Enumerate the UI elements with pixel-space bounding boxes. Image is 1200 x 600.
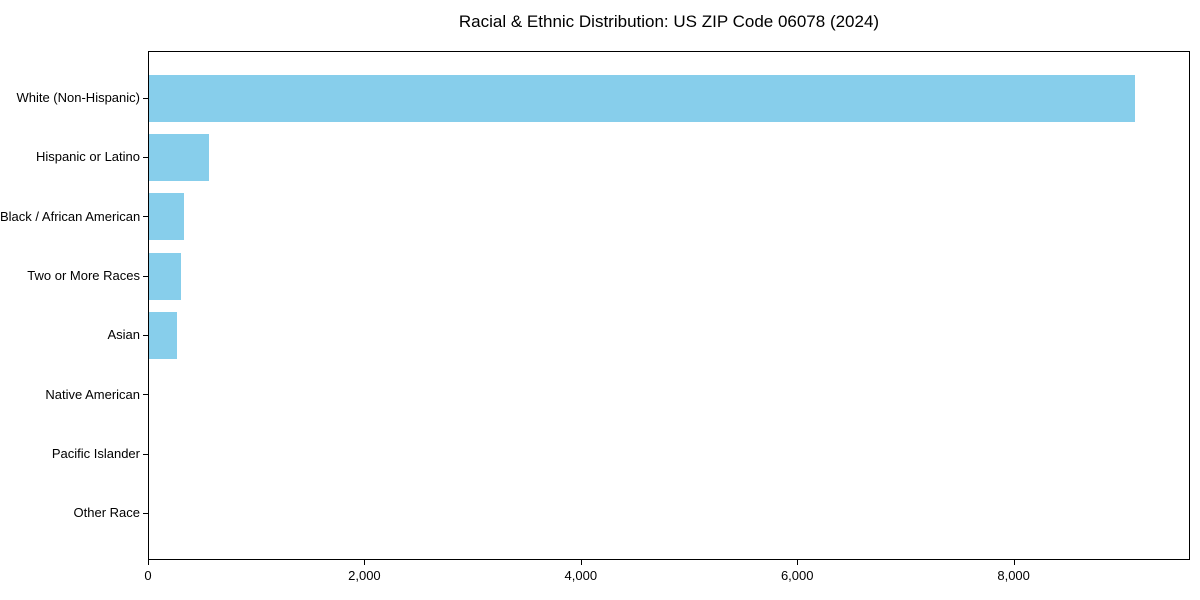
y-tick-label: Pacific Islander: [51, 446, 140, 462]
y-axis-tick: [143, 275, 148, 277]
x-tick-label: 4,000: [564, 568, 598, 583]
y-tick-label: Other Race: [73, 505, 140, 521]
y-axis-tick: [143, 453, 148, 455]
x-axis-tick: [580, 560, 582, 565]
bar: [149, 193, 185, 241]
y-tick-label: Hispanic or Latino: [35, 149, 140, 165]
x-axis-tick: [364, 560, 366, 565]
y-tick-label: Asian: [107, 327, 140, 343]
bar: [149, 133, 209, 181]
chart-title: Racial & Ethnic Distribution: US ZIP Cod…: [458, 12, 880, 31]
y-tick-label: White (Non-Hispanic): [16, 90, 140, 105]
y-axis-tick: [143, 394, 148, 396]
y-axis-tick: [143, 512, 148, 514]
x-axis-tick: [148, 560, 149, 565]
y-tick-label: Native American: [45, 386, 140, 402]
x-tick-label: 2,000: [348, 568, 381, 583]
x-tick-label: 6,000: [780, 568, 814, 583]
bar: [149, 74, 1135, 122]
x-axis-tick: [1013, 560, 1015, 565]
x-tick-label: 8,000: [997, 568, 1030, 583]
x-axis-tick: [797, 560, 799, 565]
bar: [149, 252, 182, 300]
bar: [149, 311, 177, 359]
plot-area: [148, 51, 1190, 560]
y-axis-tick: [143, 216, 148, 218]
y-tick-label: Black / African American: [0, 208, 141, 224]
y-tick-label: Two or More Races: [27, 268, 140, 284]
y-axis-tick: [143, 334, 148, 336]
y-axis-tick: [143, 156, 148, 158]
y-axis-tick: [143, 97, 148, 99]
x-tick-label: 0: [144, 568, 152, 583]
